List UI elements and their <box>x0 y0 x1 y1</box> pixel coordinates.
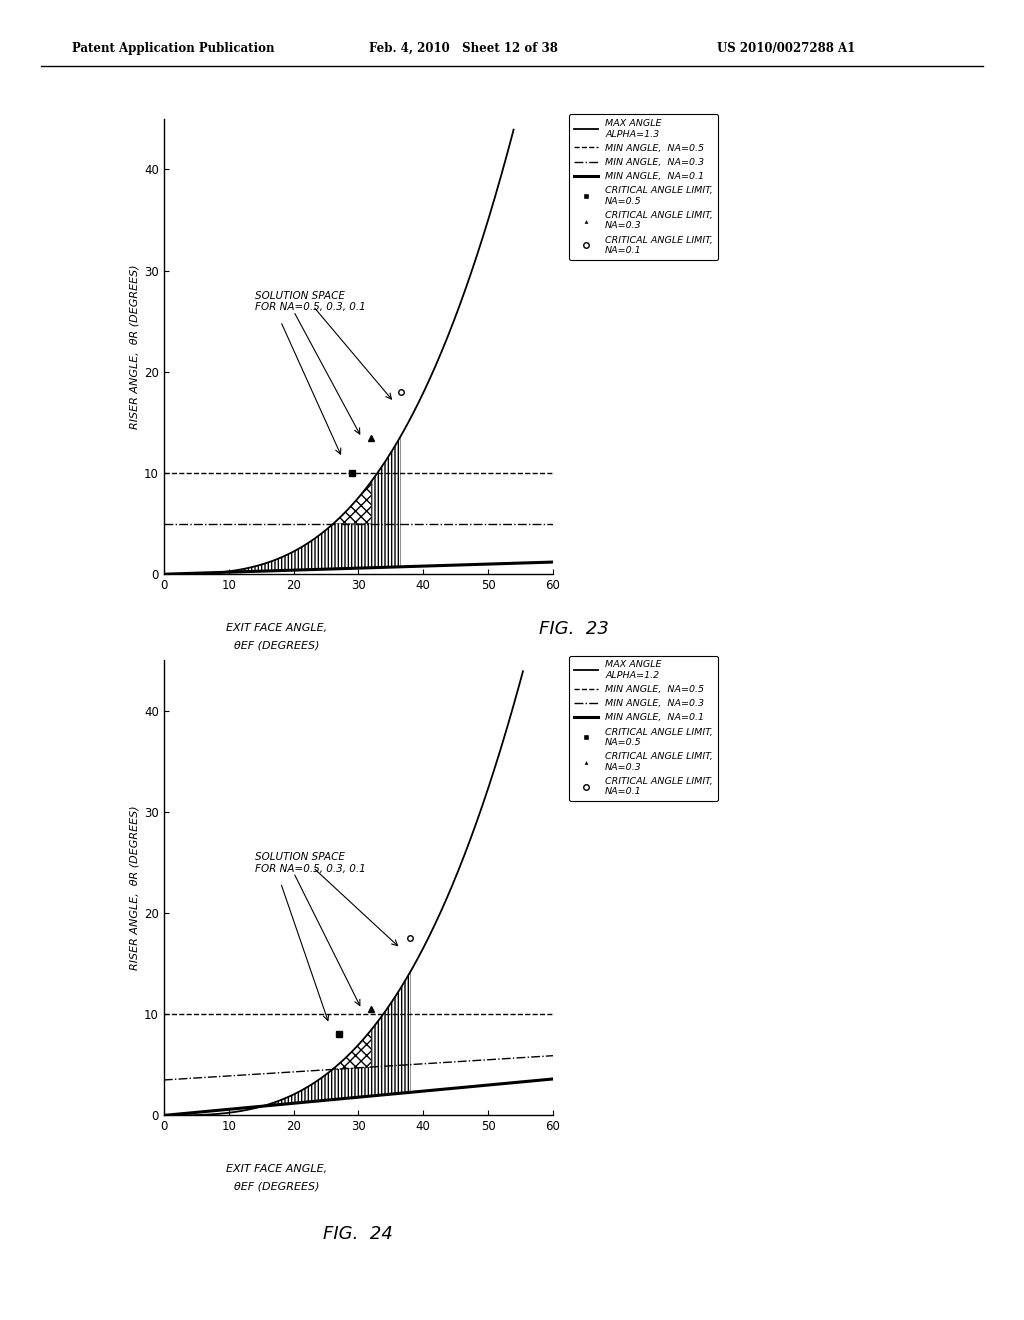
Text: θEF (DEGREES): θEF (DEGREES) <box>233 640 319 651</box>
Legend: MAX ANGLE
ALPHA=1.3, MIN ANGLE,  NA=0.5, MIN ANGLE,  NA=0.3, MIN ANGLE,  NA=0.1,: MAX ANGLE ALPHA=1.3, MIN ANGLE, NA=0.5, … <box>569 115 718 260</box>
Text: FIG.  24: FIG. 24 <box>324 1225 393 1243</box>
Text: SOLUTION SPACE
FOR NA=0.5, 0.3, 0.1: SOLUTION SPACE FOR NA=0.5, 0.3, 0.1 <box>255 290 366 313</box>
Y-axis label: RISER ANGLE,  θR (DEGREES): RISER ANGLE, θR (DEGREES) <box>130 805 140 970</box>
Y-axis label: RISER ANGLE,  θR (DEGREES): RISER ANGLE, θR (DEGREES) <box>130 264 140 429</box>
Text: Feb. 4, 2010   Sheet 12 of 38: Feb. 4, 2010 Sheet 12 of 38 <box>369 42 557 55</box>
Text: θEF (DEGREES): θEF (DEGREES) <box>233 1181 319 1192</box>
Text: FIG.  23: FIG. 23 <box>539 620 608 639</box>
Text: US 2010/0027288 A1: US 2010/0027288 A1 <box>717 42 855 55</box>
Text: Patent Application Publication: Patent Application Publication <box>72 42 274 55</box>
Legend: MAX ANGLE
ALPHA=1.2, MIN ANGLE,  NA=0.5, MIN ANGLE,  NA=0.3, MIN ANGLE,  NA=0.1,: MAX ANGLE ALPHA=1.2, MIN ANGLE, NA=0.5, … <box>569 656 718 801</box>
Text: EXIT FACE ANGLE,: EXIT FACE ANGLE, <box>226 623 327 634</box>
Text: EXIT FACE ANGLE,: EXIT FACE ANGLE, <box>226 1164 327 1175</box>
Text: SOLUTION SPACE
FOR NA=0.5, 0.3, 0.1: SOLUTION SPACE FOR NA=0.5, 0.3, 0.1 <box>255 853 366 874</box>
